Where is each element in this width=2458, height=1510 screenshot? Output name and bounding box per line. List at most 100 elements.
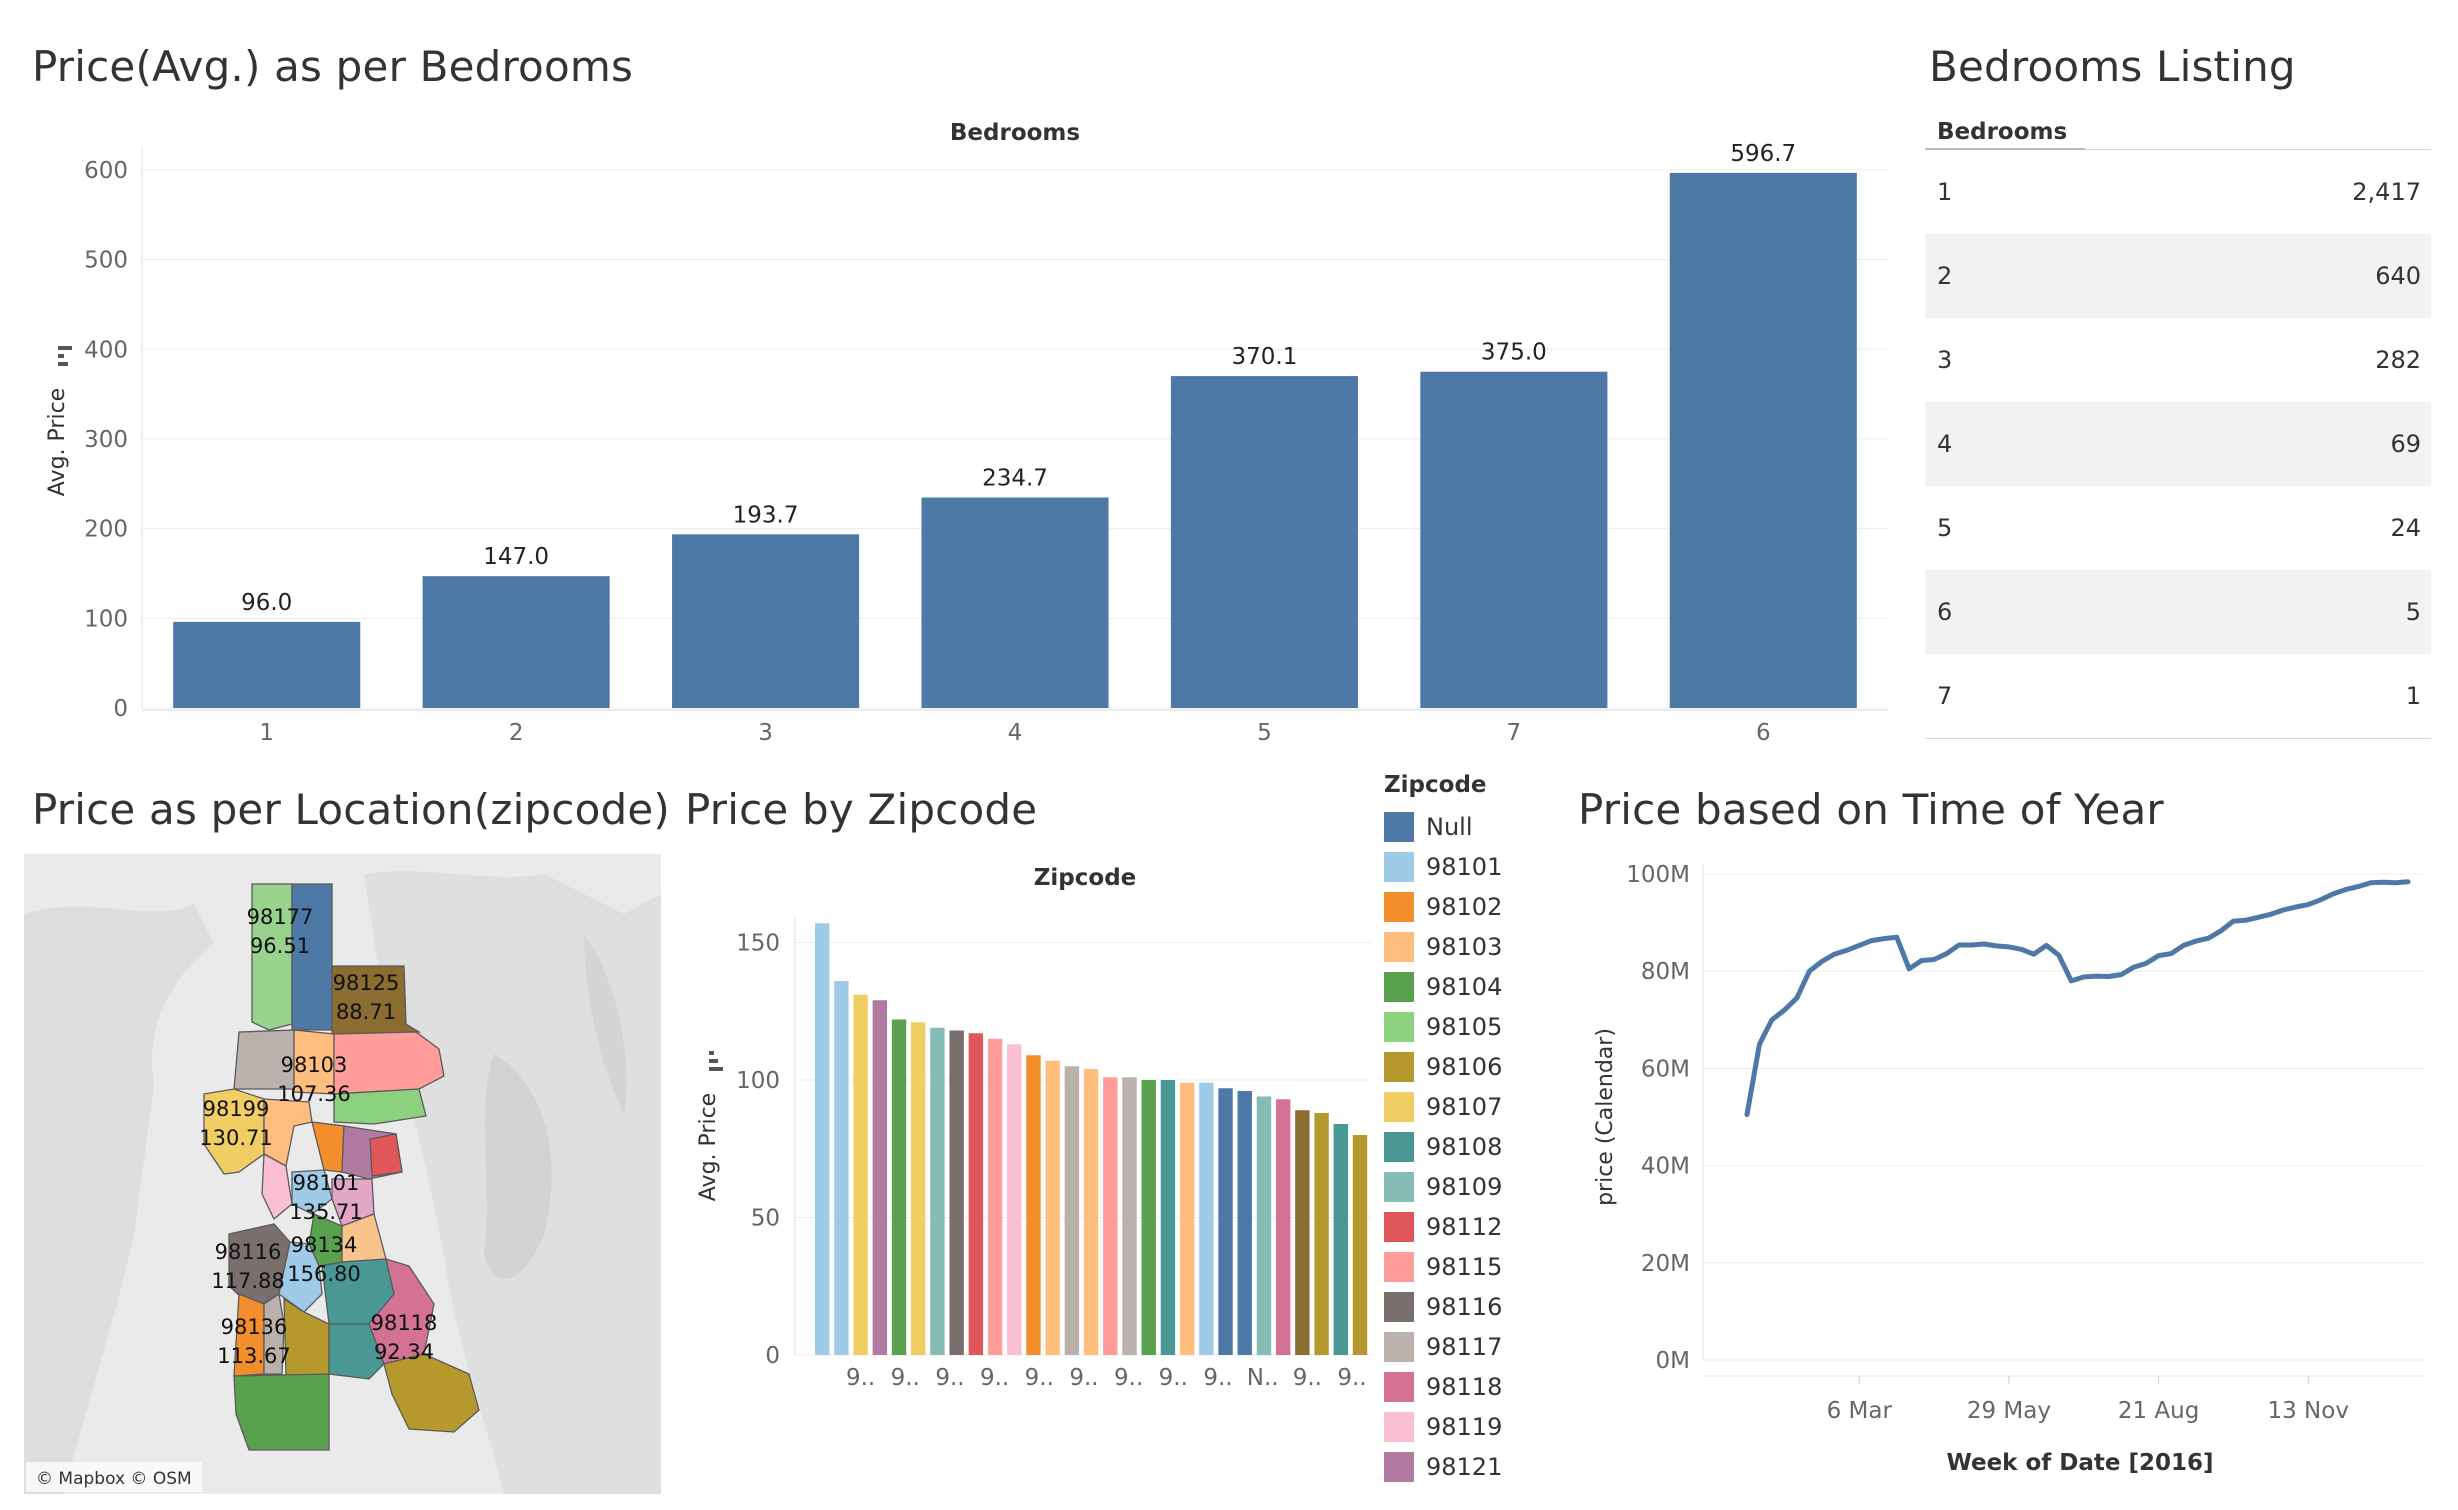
bar[interactable] (1314, 1113, 1329, 1355)
map-label-zip: 98101 (293, 1171, 360, 1195)
region-98105[interactable] (333, 1088, 427, 1125)
region-98102[interactable] (311, 1121, 345, 1173)
bar[interactable] (1045, 1060, 1060, 1355)
region-98112b[interactable] (369, 1133, 403, 1177)
bar[interactable] (1122, 1077, 1137, 1355)
bar[interactable] (834, 981, 849, 1355)
map-attribution[interactable]: © Mapbox © OSM (36, 1469, 192, 1489)
legend-item[interactable]: 98109 (1384, 1167, 1502, 1207)
zipcode-map[interactable]: 98177 96.51 98125 88.71 98103 107.36 981… (24, 854, 661, 1494)
bar[interactable] (1237, 1091, 1252, 1355)
region-98177[interactable] (251, 883, 293, 1031)
legend-item[interactable]: 98108 (1384, 1127, 1502, 1167)
sort-icon[interactable] (709, 1059, 718, 1063)
bar[interactable] (853, 994, 868, 1355)
y-axis-title: Avg. Price (696, 1093, 721, 1201)
bar[interactable] (1170, 376, 1358, 708)
bar[interactable] (1256, 1096, 1272, 1356)
legend-item[interactable]: 98104 (1384, 967, 1502, 1007)
bar[interactable] (1160, 1080, 1176, 1355)
legend-item[interactable]: Null (1384, 807, 1502, 847)
x-tick-label: 9.. (1025, 1365, 1054, 1391)
bar[interactable] (173, 621, 361, 708)
sort-icon[interactable] (709, 1067, 723, 1071)
table-row[interactable]: 1 2,417 (1925, 150, 2431, 234)
region-98125[interactable] (331, 965, 422, 1035)
bar[interactable] (949, 1030, 964, 1356)
bar[interactable] (1026, 1055, 1041, 1355)
bar[interactable] (872, 1000, 888, 1355)
region-98199[interactable] (203, 1088, 265, 1175)
legend-item[interactable]: 98105 (1384, 1007, 1502, 1047)
legend-swatch (1384, 1332, 1414, 1362)
legend-item[interactable]: 98121 (1384, 1447, 1502, 1487)
legend-item[interactable]: 98112 (1384, 1207, 1502, 1247)
bar[interactable] (1669, 172, 1857, 708)
region-98119[interactable] (261, 1152, 293, 1221)
table-row[interactable]: 3 282 (1925, 318, 2431, 402)
bar[interactable] (1103, 1077, 1118, 1355)
legend-label: 98101 (1426, 853, 1503, 881)
bar[interactable] (672, 534, 860, 708)
bar[interactable] (815, 923, 830, 1355)
table-row[interactable]: 4 69 (1925, 402, 2431, 486)
bar[interactable] (1141, 1080, 1156, 1355)
bar[interactable] (1083, 1069, 1099, 1355)
sort-icon[interactable] (58, 354, 64, 358)
bar[interactable] (911, 1022, 926, 1355)
sort-icon[interactable] (709, 1051, 714, 1055)
bar[interactable] (1064, 1066, 1080, 1355)
legend-swatch (1384, 1412, 1414, 1442)
bar[interactable] (1352, 1135, 1368, 1355)
legend-swatch (1384, 1452, 1414, 1482)
legend-item[interactable]: 98117 (1384, 1327, 1502, 1367)
legend-item[interactable]: 98118 (1384, 1367, 1502, 1407)
bar[interactable] (1295, 1110, 1310, 1355)
sort-icon[interactable] (58, 362, 68, 366)
price-line[interactable] (1744, 879, 2411, 1118)
y-tick-label: 0 (113, 696, 128, 722)
legend-item[interactable]: 98102 (1384, 887, 1502, 927)
region-98108b[interactable] (328, 1323, 385, 1380)
bar[interactable] (987, 1038, 1003, 1355)
bar[interactable] (1179, 1082, 1195, 1355)
table-row[interactable]: 5 24 (1925, 486, 2431, 570)
sort-icon[interactable] (58, 346, 72, 350)
bar[interactable] (1218, 1088, 1233, 1355)
legend-swatch (1384, 852, 1414, 882)
region-98146[interactable] (233, 1373, 330, 1451)
legend-label: 98116 (1426, 1293, 1503, 1321)
legend-item[interactable]: 98115 (1384, 1247, 1502, 1287)
legend-swatch (1384, 1052, 1414, 1082)
bar[interactable] (1199, 1082, 1214, 1355)
legend-items: Null 98101 98102 98103 98104 98105 98106 98107 9… (1384, 807, 1502, 1487)
region-98101[interactable] (291, 1169, 333, 1215)
bar[interactable] (921, 497, 1109, 708)
bar[interactable] (1007, 1044, 1022, 1355)
y-tick-label: 100M (1626, 862, 1690, 888)
legend-item[interactable]: 98101 (1384, 847, 1502, 887)
table-row[interactable]: 2 640 (1925, 234, 2431, 318)
map-label-zip: 98118 (371, 1311, 438, 1335)
bar[interactable] (968, 1033, 984, 1355)
y-axis-title: price (Calendar) (1593, 1028, 1618, 1206)
data-label: 96.0 (241, 590, 292, 616)
bar[interactable] (1420, 371, 1608, 708)
legend-item[interactable]: 98103 (1384, 927, 1502, 967)
region-98178[interactable] (383, 1353, 480, 1433)
y-tick-label: 200 (84, 517, 128, 543)
x-tick-label: 9.. (1159, 1365, 1188, 1391)
region-98126[interactable] (263, 1292, 285, 1375)
bar[interactable] (1333, 1124, 1348, 1355)
legend-item[interactable]: 98116 (1384, 1287, 1502, 1327)
legend-item[interactable]: 98119 (1384, 1407, 1502, 1447)
bar[interactable] (422, 576, 610, 708)
bar[interactable] (1275, 1099, 1291, 1355)
bar[interactable] (891, 1019, 907, 1356)
legend-item[interactable]: 98106 (1384, 1047, 1502, 1087)
legend-item[interactable]: 98107 (1384, 1087, 1502, 1127)
bar[interactable] (930, 1027, 945, 1355)
